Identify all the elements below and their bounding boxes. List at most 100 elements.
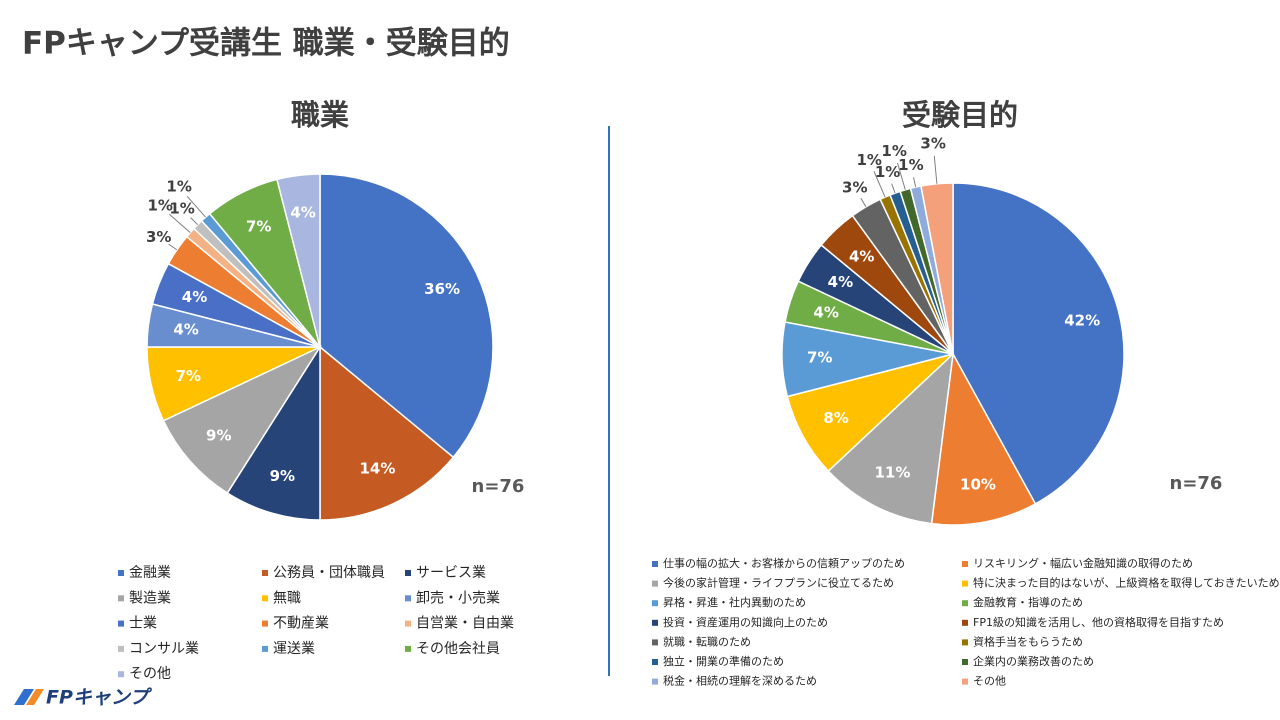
data-label: 1% (898, 156, 923, 174)
legend-swatch (962, 678, 968, 685)
legend-label: 公務員・団体職員 (273, 565, 385, 581)
leader-line (933, 155, 938, 184)
legend-label: その他 (129, 666, 171, 682)
pie-slice (319, 173, 494, 459)
legend-label: 不動産業 (273, 616, 329, 632)
leader-line (891, 183, 896, 194)
legend-label: 税金・相続の理解を深めるため (663, 674, 817, 688)
data-label: 9% (206, 427, 231, 445)
data-label: 4% (173, 321, 198, 339)
legend-swatch (262, 570, 268, 576)
legend-swatch (652, 678, 658, 685)
legend-label: 自営業・自由業 (416, 616, 514, 632)
legend-label: コンサル業 (129, 641, 199, 657)
legend-label: 独立・開業の準備のため (663, 654, 784, 668)
legend-swatch (118, 620, 124, 627)
legend-label: 仕事の幅の拡大・お客様からの信頼アップのため (663, 556, 905, 570)
legend-label: 企業内の業務改善のため (973, 654, 1094, 668)
legend-label: 金融業 (129, 565, 171, 581)
data-label: 7% (246, 217, 271, 235)
legend-label: その他会社員 (416, 641, 500, 657)
data-label: 42% (1064, 311, 1100, 329)
legend-label: 卸売・小売業 (416, 590, 500, 606)
legend-swatch (962, 561, 968, 567)
data-label: 36% (424, 280, 460, 298)
leader-line (168, 243, 178, 251)
pie-slice (319, 345, 455, 521)
legend-label: 運送業 (273, 641, 315, 657)
pie-slice (276, 173, 321, 348)
legend-label: サービス業 (416, 565, 486, 581)
legend-swatch (962, 600, 968, 607)
data-label: 7% (807, 349, 832, 367)
legend-swatch (405, 570, 411, 576)
leader-line (190, 217, 199, 226)
legend-swatch (962, 580, 968, 587)
data-label: 3% (920, 134, 945, 152)
data-label: 3% (146, 228, 171, 246)
pie-slice (827, 352, 955, 525)
legend-swatch (118, 595, 124, 602)
legend-swatch (118, 645, 124, 652)
data-label: 1% (166, 178, 191, 196)
legend-swatch (962, 619, 968, 626)
sample-size-note: n=76 (472, 476, 525, 497)
legend-swatch (652, 619, 658, 626)
legend-label: その他 (973, 675, 1006, 688)
legend-label: 投資・資産運用の知識向上のため (663, 615, 828, 629)
data-label: 7% (176, 367, 201, 385)
data-label: 10% (960, 476, 996, 494)
leader-line (860, 197, 867, 208)
logo-icon (14, 689, 34, 705)
legend-swatch (405, 645, 411, 652)
legend-label: FP1級の知識を活用し、他の資格取得を目指すため (973, 615, 1224, 629)
data-label: 1% (169, 200, 194, 218)
legend-swatch (262, 645, 268, 652)
legend-label: 今後の家計管理・ライフプランに役立てるため (663, 576, 894, 590)
legend-swatch (962, 659, 968, 665)
data-label: 8% (823, 409, 848, 427)
leader-line (186, 195, 206, 218)
legend-label: 無職 (273, 590, 301, 606)
data-label: 1% (875, 163, 900, 181)
legend-label: 昇格・昇進・社内異動のため (663, 595, 806, 609)
legend-swatch (652, 561, 658, 567)
legend-swatch (262, 595, 268, 602)
legend-label: 金融教育・指導のため (973, 595, 1083, 609)
data-label: 4% (182, 288, 207, 306)
chart-title: 受験目的 (902, 98, 1018, 132)
data-label: 1% (856, 151, 881, 169)
pie-slice (226, 344, 321, 521)
legend-swatch (405, 595, 411, 602)
legend-swatch (262, 620, 268, 627)
legend-label: 資格手当をもらうため (973, 634, 1083, 648)
pie-slice (162, 345, 323, 495)
legend-swatch (652, 659, 658, 665)
data-label: 1% (881, 142, 906, 160)
legend-swatch (652, 639, 658, 646)
leader-line (873, 171, 886, 198)
data-label: 14% (360, 460, 396, 478)
logo: FPキャンプ (14, 687, 152, 709)
leader-line (897, 162, 906, 190)
logo-text: FPキャンプ (46, 687, 152, 709)
pie-slice (930, 351, 1037, 526)
legend-swatch (405, 620, 411, 627)
legend-swatch (652, 600, 658, 607)
leader-line (913, 177, 917, 188)
legend-label: 特に決まった目的はないが、上級資格を取得しておきたいため (973, 576, 1280, 590)
legend-label: 就職・転職のため (663, 634, 751, 648)
legend-swatch (652, 580, 658, 587)
legend-swatch (118, 570, 124, 576)
sample-size-note: n=76 (1170, 473, 1223, 494)
legend-label: 製造業 (129, 590, 171, 606)
data-label: 4% (290, 204, 315, 222)
data-label: 1% (147, 197, 172, 215)
legend-label: 士業 (129, 616, 157, 632)
data-label: 4% (849, 247, 874, 265)
data-label: 11% (874, 463, 910, 481)
pie-slice (920, 182, 954, 355)
data-label: 4% (813, 303, 838, 321)
data-label: 4% (828, 273, 853, 291)
